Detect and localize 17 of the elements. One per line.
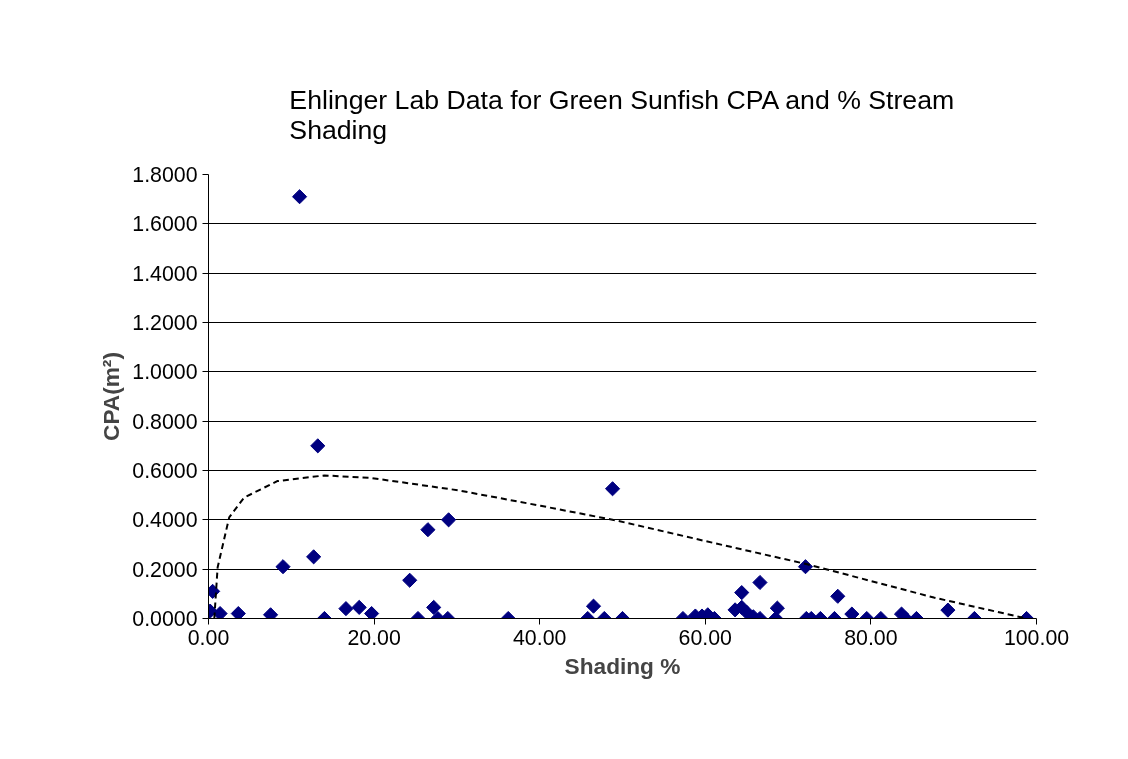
y-tick-label: 1.4000 [132, 261, 198, 286]
x-tick-label: 100.00 [1003, 625, 1070, 650]
y-tick-label: 0.8000 [132, 409, 198, 434]
y-axis-title: CPA(m²) [98, 352, 125, 441]
y-tick-label: 0.2000 [132, 557, 198, 582]
x-tick-label: 40.00 [513, 625, 567, 650]
y-tick-label: 0.6000 [132, 459, 198, 483]
y-tick-label: 1.2000 [132, 311, 198, 335]
y-tick-label: 1.0000 [132, 360, 198, 385]
x-tick-label: 20.00 [347, 625, 401, 650]
y-tick-label: 1.8000 [132, 163, 198, 187]
x-tick-label: 80.00 [844, 625, 898, 650]
y-tick-label: 0.4000 [132, 508, 198, 533]
x-axis-title: Shading % [564, 652, 681, 679]
y-tick-label: 1.6000 [132, 212, 198, 237]
x-tick-label: 60.00 [678, 625, 733, 650]
chart-title: Ehlinger Lab Data for Green Sunfish CPA and % Stream Shading [289, 84, 955, 145]
